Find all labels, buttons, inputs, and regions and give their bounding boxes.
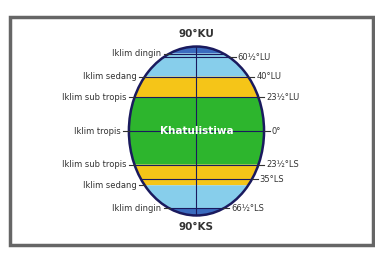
Polygon shape [170, 209, 223, 215]
Polygon shape [145, 53, 248, 77]
Text: 23½°LS: 23½°LS [267, 160, 299, 169]
Text: 90°KU: 90°KU [178, 29, 214, 39]
Text: Iklim sedang: Iklim sedang [83, 181, 137, 190]
Text: Iklim sub tropis: Iklim sub tropis [62, 93, 126, 102]
Text: 0°: 0° [272, 127, 282, 135]
Text: Iklim sub tropis: Iklim sub tropis [62, 160, 126, 169]
Polygon shape [129, 97, 264, 165]
Polygon shape [145, 185, 248, 209]
Text: Iklim tropis: Iklim tropis [74, 127, 121, 135]
Text: Iklim dingin: Iklim dingin [113, 49, 162, 58]
Text: 60½°LU: 60½°LU [238, 53, 271, 62]
Text: 23½°LU: 23½°LU [267, 93, 300, 102]
Text: 66½°LS: 66½°LS [231, 204, 264, 213]
Text: 35°LS: 35°LS [260, 175, 285, 184]
Text: Iklim sedang: Iklim sedang [83, 72, 137, 81]
Polygon shape [134, 77, 259, 97]
Text: 90°KS: 90°KS [179, 222, 214, 232]
Text: Khatulistiwa: Khatulistiwa [160, 126, 233, 136]
Text: 40°LU: 40°LU [256, 72, 281, 81]
Text: Iklim dingin: Iklim dingin [113, 204, 162, 213]
Polygon shape [170, 47, 223, 53]
Polygon shape [134, 165, 259, 185]
